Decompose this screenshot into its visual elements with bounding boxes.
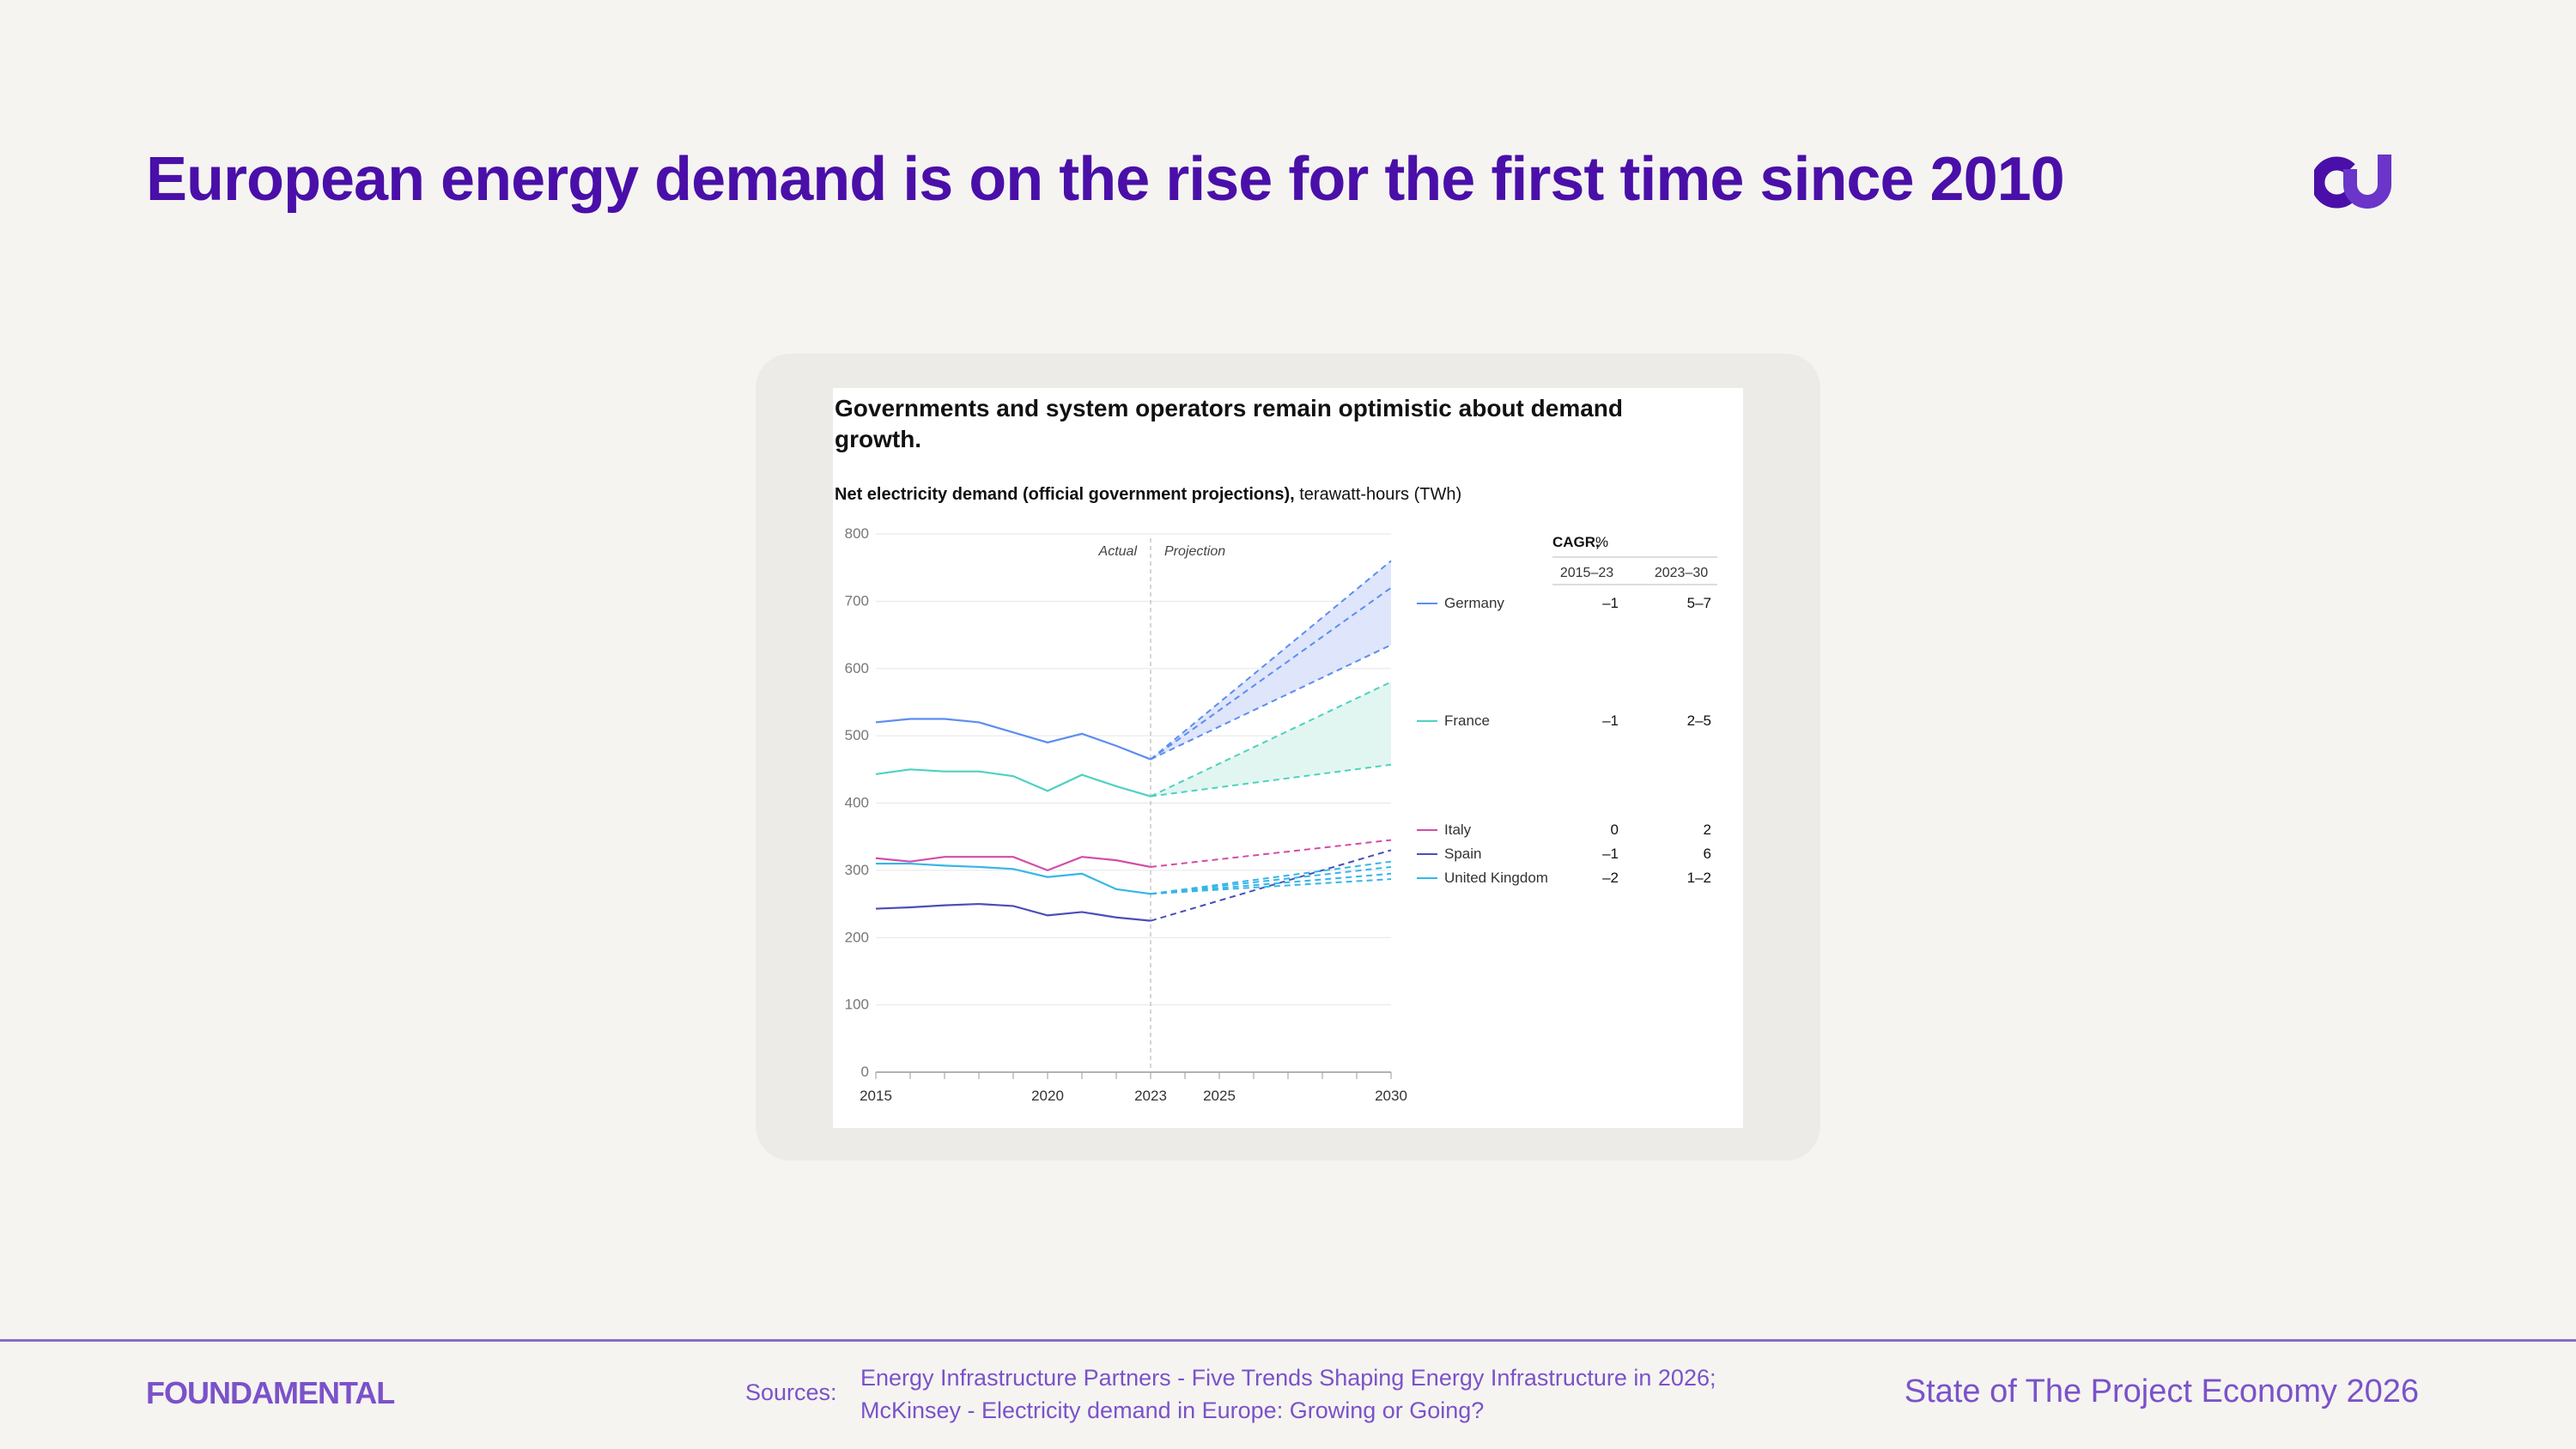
y-tick-label: 500 — [845, 727, 869, 743]
projection-range-france — [1151, 682, 1391, 797]
cagr-col-header: 2015–23 — [1560, 566, 1613, 580]
source-item: Energy Infrastructure Partners - Five Tr… — [860, 1365, 1716, 1391]
sources-list: Energy Infrastructure Partners - Five Tr… — [860, 1361, 1716, 1427]
cagr-value: 2–5 — [1687, 712, 1711, 729]
x-tick-label: 2030 — [1375, 1088, 1407, 1104]
y-tick-label: 0 — [861, 1064, 869, 1080]
projection-label: Projection — [1164, 544, 1225, 559]
projection-line-germany — [1150, 586, 1392, 761]
y-tick-label: 800 — [845, 525, 869, 542]
series-line-germany — [875, 718, 1151, 761]
x-tick-label: 2025 — [1203, 1088, 1236, 1104]
y-tick-label: 200 — [845, 929, 869, 945]
y-tick-label: 400 — [845, 795, 869, 811]
y-tick-label: 300 — [845, 862, 869, 878]
projection-line-germany — [1150, 560, 1392, 761]
legend-label: Italy — [1444, 822, 1472, 838]
chart-subtitle: Net electricity demand (official governm… — [835, 485, 1461, 505]
cagr-value: 0 — [1611, 822, 1619, 838]
projection-line-united-kingdom — [1150, 860, 1392, 895]
legend-label: United Kingdom — [1444, 870, 1548, 886]
chart-title: Governments and system operators remain … — [835, 395, 1623, 452]
series-line-italy — [875, 856, 1151, 872]
x-tick-label: 2020 — [1031, 1088, 1064, 1104]
x-tick-label: 2023 — [1134, 1088, 1167, 1104]
source-item: McKinsey - Electricity demand in Europe:… — [860, 1397, 1485, 1423]
cagr-header: CAGR, — [1552, 534, 1600, 550]
cagr-col-header: 2023–30 — [1655, 566, 1708, 580]
y-tick-label: 100 — [845, 997, 869, 1013]
projection-line-germany — [1150, 644, 1392, 761]
cagr-value: –1 — [1602, 846, 1619, 862]
footer-logo: FOUNDAMENTAL — [146, 1375, 395, 1410]
projection-line-united-kingdom — [1150, 865, 1392, 895]
slide-title: European energy demand is on the rise fo… — [146, 145, 2065, 214]
chart-panel: Governments and system operators remain … — [833, 388, 1743, 1128]
cagr-value: 6 — [1704, 846, 1711, 862]
x-tick-label: 2015 — [860, 1088, 892, 1104]
series-line-spain — [875, 902, 1151, 922]
cagr-value: –2 — [1602, 870, 1619, 886]
series-line-united-kingdom — [876, 862, 1151, 895]
cagr-value: 1–2 — [1687, 870, 1711, 886]
chart-subtitle-unit: terawatt-hours (TWh) — [1294, 485, 1462, 504]
projection-line-italy — [1150, 839, 1392, 868]
cagr-value: –1 — [1602, 595, 1619, 611]
projection-line-spain — [1150, 849, 1392, 922]
projection-line-france — [1150, 681, 1392, 797]
legend-label: Spain — [1444, 846, 1481, 862]
footer-divider — [0, 1339, 2576, 1342]
legend-label: France — [1444, 712, 1490, 729]
cagr-value: –1 — [1602, 712, 1619, 729]
y-tick-label: 700 — [845, 592, 869, 609]
projection-line-united-kingdom — [1150, 872, 1392, 895]
series-line-france — [875, 768, 1151, 797]
chart-subtitle-bold: Net electricity demand (official governm… — [835, 485, 1295, 504]
brand-logo-icon — [2314, 155, 2391, 209]
actual-label: Actual — [1098, 544, 1138, 559]
cagr-value: 2 — [1704, 822, 1711, 838]
y-tick-label: 600 — [845, 660, 869, 676]
report-name: State of The Project Economy 2026 — [1904, 1373, 2419, 1410]
legend-label: Germany — [1444, 595, 1504, 611]
projection-line-united-kingdom — [1150, 878, 1392, 895]
sources-label: Sources: — [745, 1379, 837, 1405]
cagr-value: 5–7 — [1687, 595, 1711, 611]
cagr-unit: % — [1595, 534, 1608, 550]
